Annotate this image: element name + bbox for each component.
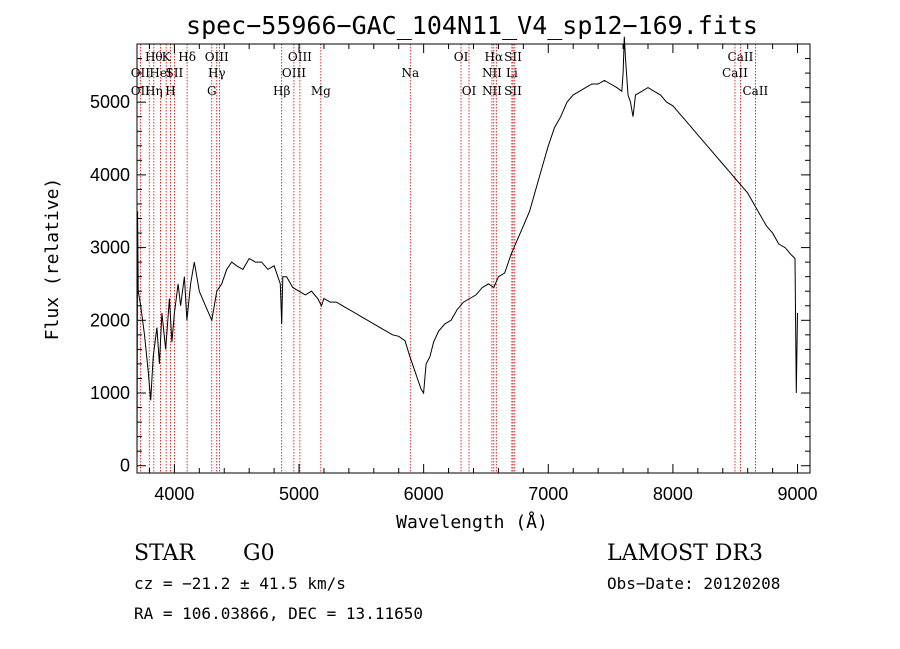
line-label: Mg <box>311 84 331 98</box>
y-tick-label: 0 <box>120 456 130 476</box>
x-axis-label: Wavelength (Å) <box>396 511 548 533</box>
line-label: CaII <box>728 50 754 64</box>
object-class: STAR <box>134 541 196 566</box>
line-label: NII <box>482 84 502 98</box>
line-label: Hδ <box>178 50 196 64</box>
line-label: NII <box>482 66 502 80</box>
line-label: G <box>207 84 217 98</box>
line-label: Hθ <box>145 50 163 64</box>
line-label: OI <box>462 84 477 98</box>
line-label: OIII <box>205 50 229 64</box>
x-tick-label: 8000 <box>653 484 693 504</box>
x-tick-label: 4000 <box>154 484 194 504</box>
line-label: Hα <box>485 50 504 64</box>
chart-title: spec−55966−GAC_104N11_V4_sp12−169.fits <box>186 11 758 40</box>
x-tick-label: 7000 <box>528 484 568 504</box>
y-tick-label: 3000 <box>90 238 130 258</box>
emission-line-labels: OIIOIIHθHηHeIKHSIIHδGOIIIHγHβOIIIOIIIMgN… <box>131 50 769 98</box>
obs-date-text: Obs−Date: 20120208 <box>607 574 780 593</box>
survey-name: LAMOST DR3 <box>607 541 763 566</box>
line-label: Hβ <box>273 84 290 98</box>
y-axis-ticks: 0 1000 2000 3000 4000 5000 <box>90 58 810 476</box>
line-label: CaII <box>742 84 768 98</box>
line-label: OI <box>454 50 469 64</box>
y-axis-label: Flux (relative) <box>42 178 63 341</box>
line-label: Hγ <box>208 66 226 80</box>
spectrum-series <box>136 36 798 466</box>
line-label: Hη <box>145 84 163 98</box>
line-label: Na <box>401 66 419 80</box>
y-tick-label: 5000 <box>90 92 130 112</box>
line-label: SII <box>504 50 522 64</box>
line-label: SII <box>166 66 184 80</box>
line-label: Li <box>506 66 518 80</box>
line-label: OIII <box>282 66 306 80</box>
line-label: H <box>165 84 175 98</box>
plot-frame <box>136 43 811 474</box>
x-tick-label: 5000 <box>279 484 319 504</box>
coordinates-text: RA = 106.03866, DEC = 13.11650 <box>134 604 423 623</box>
line-label: HeI <box>149 66 172 80</box>
line-label: SII <box>504 84 522 98</box>
x-tick-label: 9000 <box>778 484 818 504</box>
line-label: OII <box>131 84 151 98</box>
redshift-text: cz = −21.2 ± 41.5 km/s <box>134 574 346 593</box>
line-label: OIII <box>288 50 312 64</box>
y-tick-label: 1000 <box>90 383 130 403</box>
y-tick-label: 4000 <box>90 165 130 185</box>
x-tick-label: 6000 <box>404 484 444 504</box>
line-label: CaII <box>722 66 748 80</box>
line-label: K <box>162 50 172 64</box>
y-tick-label: 2000 <box>90 310 130 330</box>
x-axis-ticks: 4000 5000 6000 7000 8000 9000 <box>148 44 818 504</box>
object-subclass: G0 <box>243 541 275 566</box>
emission-line-markers <box>139 44 756 473</box>
